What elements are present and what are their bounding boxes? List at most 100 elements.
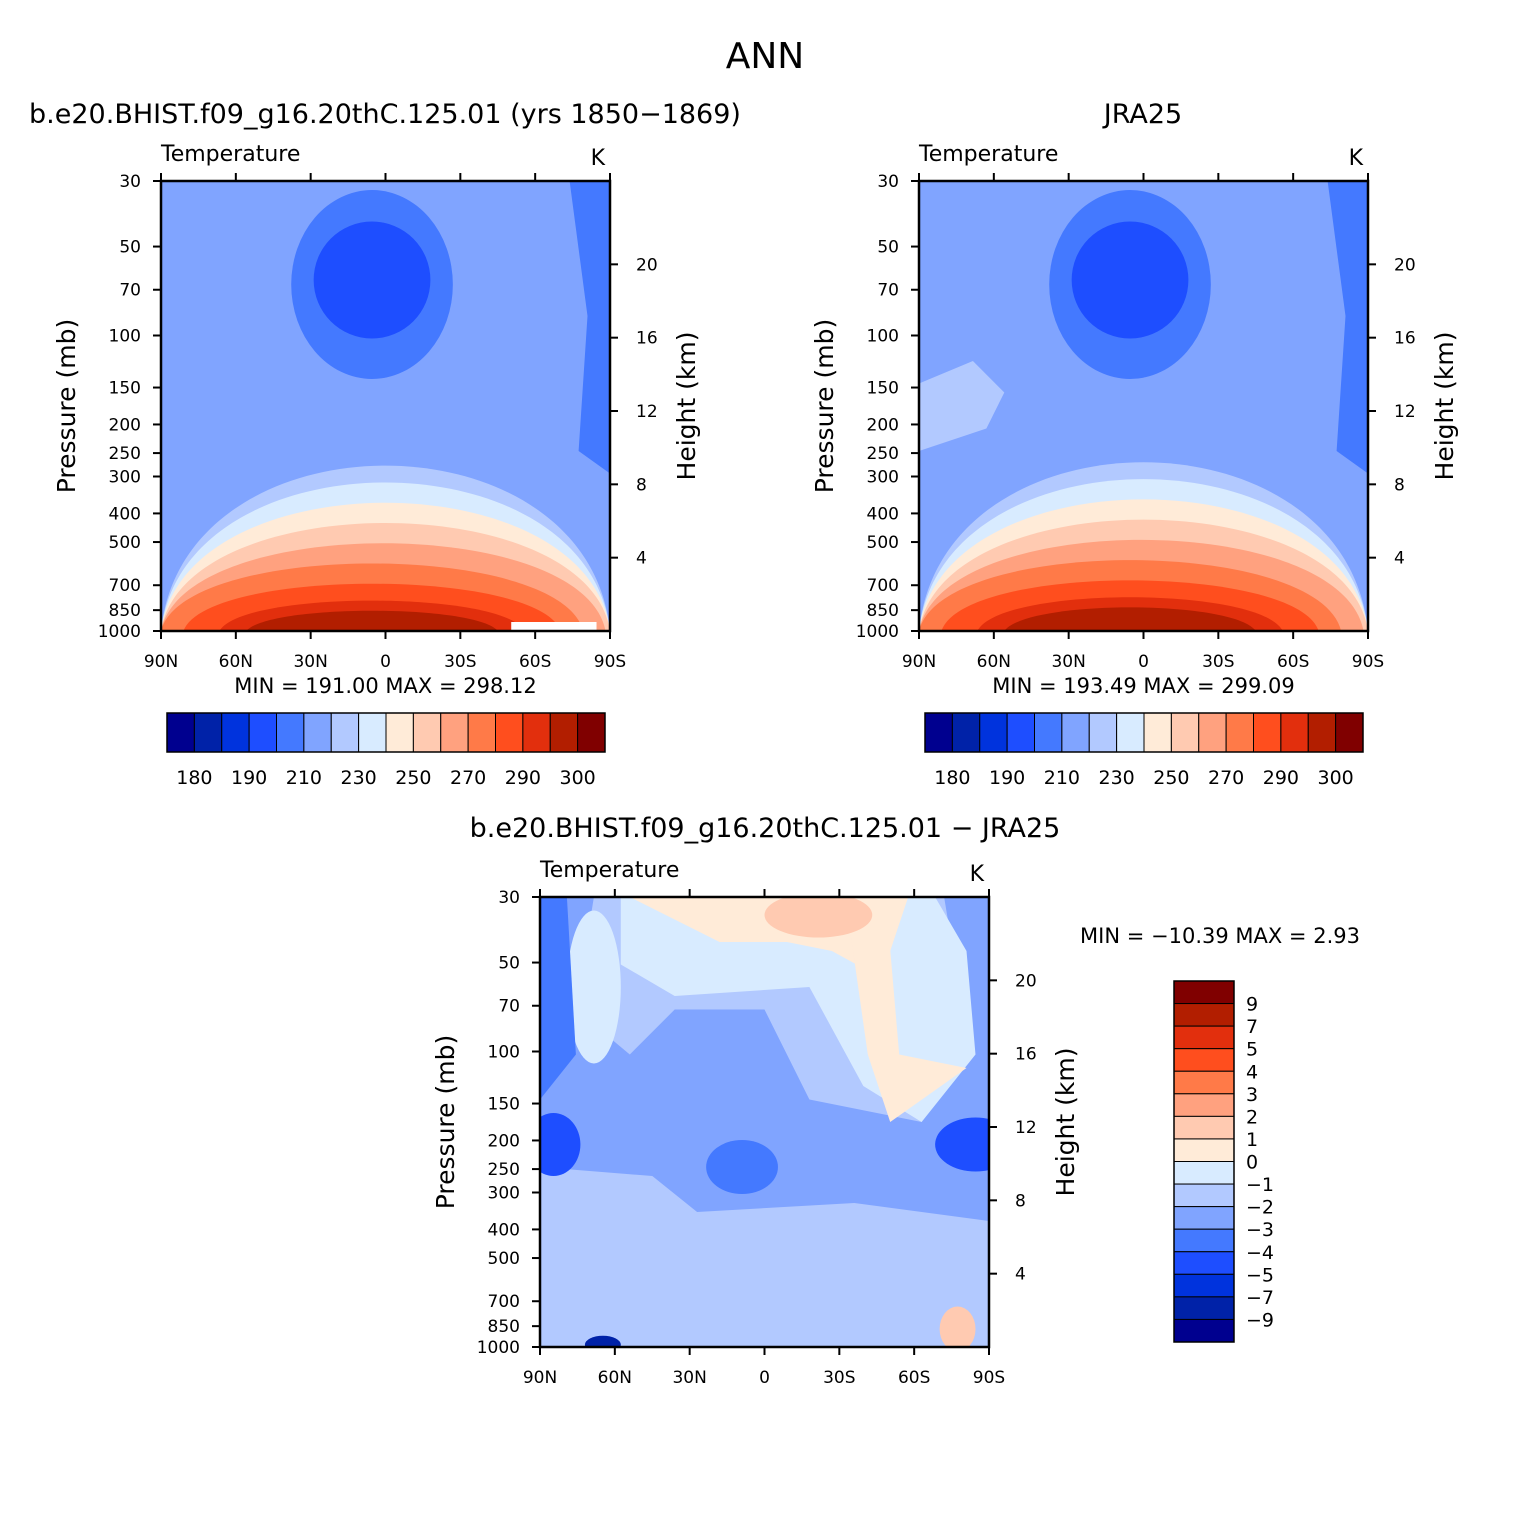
y-tick-label: 150	[488, 1095, 520, 1115]
missing-data-mask	[511, 622, 597, 631]
colorbar-swatch	[358, 712, 387, 753]
colorbar-swatch	[1280, 712, 1309, 753]
colorbar-swatch	[1307, 712, 1337, 753]
panel-title: JRA25	[1102, 99, 1182, 130]
x-tick-label: 60S	[898, 1368, 930, 1388]
x-tick-label: 30N	[1051, 652, 1085, 672]
x-tick-label: 90S	[1352, 652, 1384, 672]
colorbar-label: 300	[1317, 767, 1353, 789]
units-label: K	[970, 862, 985, 887]
colorbar-label: 5	[1246, 1039, 1258, 1061]
y-right-tick-label: 16	[636, 329, 658, 349]
x-tick-label: 90N	[523, 1368, 557, 1388]
y-tick-label: 300	[488, 1183, 520, 1203]
colorbar-label: 3	[1246, 1084, 1258, 1106]
colorbar-label: 1	[1246, 1129, 1258, 1151]
diff-fill-tropical-cold	[706, 1140, 778, 1194]
y-right-tick-label: 4	[1394, 549, 1405, 569]
y-tick-label: 850	[488, 1317, 520, 1337]
panel-model: b.e20.BHIST.f09_g16.20thC.125.01 (yrs 18…	[29, 99, 741, 789]
colorbar-swatch	[1173, 1070, 1235, 1095]
contour-fill-polar-cold	[1327, 181, 1368, 474]
colorbar-swatch	[440, 712, 469, 753]
y-right-axis-label: Height (km)	[1430, 332, 1459, 481]
y-tick-label: 500	[109, 533, 141, 553]
colorbar-swatch	[1173, 1115, 1235, 1140]
y-tick-label: 1000	[477, 1338, 520, 1358]
y-right-tick-label: 16	[1394, 329, 1416, 349]
panel-obs: JRA25 Temperature K 90N 60N 30N 0 30S 60S 90S 30 50…	[810, 99, 1459, 789]
contour-fill-level-9	[246, 610, 498, 631]
colorbar-swatch	[1034, 712, 1063, 753]
colorbar-label: −3	[1246, 1219, 1274, 1241]
colorbar-swatch	[1173, 980, 1235, 1005]
y-right-tick-label: 12	[1015, 1118, 1037, 1138]
y-tick-label: 200	[109, 415, 141, 435]
colorbar-swatch	[495, 712, 524, 753]
colorbar-swatch	[549, 712, 579, 753]
diff-fill-surface-cold	[584, 1335, 621, 1347]
colorbar-swatch	[1173, 1025, 1235, 1050]
contour-fill-tropopause-core	[313, 221, 431, 339]
colorbar-swatch	[577, 712, 606, 753]
y-tick-label: 250	[109, 444, 141, 464]
y-axis-label: Pressure (mb)	[810, 319, 839, 493]
colorbar-label: 290	[1263, 767, 1299, 789]
y-tick-label: 50	[119, 238, 141, 258]
colorbar-label: 250	[1153, 767, 1189, 789]
colorbar-swatch	[1088, 712, 1118, 753]
colorbar-swatch	[1173, 1048, 1235, 1072]
colorbar-swatch	[1006, 712, 1035, 753]
colorbar-label: 230	[1098, 767, 1134, 789]
colorbar-swatch	[1173, 1318, 1235, 1343]
x-tick-label: 0	[1138, 652, 1149, 672]
contour-fill-polar-cold	[569, 181, 610, 474]
colorbar-label: 230	[340, 767, 376, 789]
colorbar-swatch	[412, 712, 442, 753]
y-axis-label: Pressure (mb)	[431, 1035, 460, 1209]
y-tick-label: 30	[498, 888, 520, 908]
units-label: K	[591, 146, 606, 171]
colorbar-label: 290	[505, 767, 541, 789]
colorbar-label: −7	[1246, 1287, 1274, 1309]
y-axis-label: Pressure (mb)	[52, 319, 81, 493]
diff-fill-arctic-near-zero	[566, 910, 621, 1064]
diff-fill-arctic-tropopause-cold	[540, 1113, 581, 1176]
colorbar-swatch	[166, 712, 195, 753]
x-tick-label: 30S	[1202, 652, 1234, 672]
contour-fill-tropopause-core	[1071, 221, 1189, 339]
diff-fill-antarctic-surface-warm	[939, 1306, 976, 1347]
y-tick-label: 1000	[98, 622, 141, 642]
variable-label: Temperature	[539, 858, 679, 883]
y-tick-label: 100	[488, 1043, 520, 1063]
x-tick-label: 60N	[598, 1368, 632, 1388]
colorbar-swatch	[1173, 1296, 1235, 1320]
y-tick-label: 400	[488, 1220, 520, 1240]
y-tick-label: 200	[867, 415, 899, 435]
colorbar-label: −2	[1246, 1197, 1274, 1219]
y-right-tick-label: 12	[636, 402, 658, 422]
y-right-tick-label: 16	[1015, 1045, 1037, 1065]
x-tick-label: 0	[380, 652, 391, 672]
y-tick-label: 1000	[856, 622, 899, 642]
colorbar-swatch	[1173, 1228, 1235, 1253]
colorbar-swatch	[1173, 1183, 1235, 1208]
x-tick-label: 30S	[444, 652, 476, 672]
y-right-tick-label: 4	[636, 549, 647, 569]
colorbar-swatch	[385, 712, 414, 753]
y-tick-label: 300	[867, 467, 899, 487]
x-tick-label: 60S	[519, 652, 551, 672]
y-tick-label: 700	[109, 576, 141, 596]
colorbar-label: 9	[1246, 994, 1258, 1016]
diff-fill-lower-troposphere	[540, 1167, 989, 1347]
colorbar-label: −4	[1246, 1242, 1274, 1264]
contour-fill-arctic-warm	[919, 361, 1005, 451]
colorbar-label: −1	[1246, 1174, 1274, 1196]
colorbar-label: 180	[176, 767, 212, 789]
units-label: K	[1349, 146, 1364, 171]
colorbar-label: 4	[1246, 1061, 1258, 1083]
y-tick-label: 70	[119, 281, 141, 301]
y-right-tick-label: 8	[636, 475, 647, 495]
colorbar-swatch	[1116, 712, 1145, 753]
y-tick-label: 400	[867, 504, 899, 524]
